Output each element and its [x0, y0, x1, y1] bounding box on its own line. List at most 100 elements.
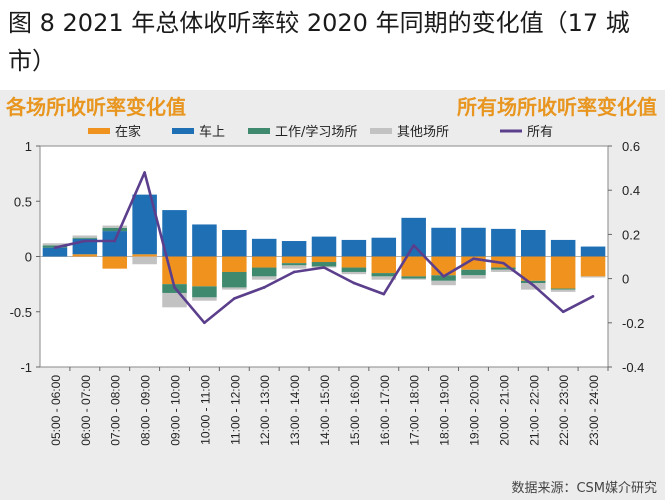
right-tick-label: 0.4 — [622, 183, 640, 198]
bar-segment — [371, 276, 397, 280]
bar-segment — [222, 271, 247, 288]
left-tick-label: 0 — [25, 250, 32, 265]
bar-segment — [431, 280, 456, 286]
bar-segment — [102, 227, 127, 232]
bar-segment — [341, 239, 367, 257]
x-tick-label: 16:00 - 17:00 — [378, 375, 392, 446]
x-tick-label: 21:00 - 22:00 — [527, 375, 541, 446]
legend-label: 其他场所 — [397, 125, 449, 140]
bar-segment — [431, 227, 456, 257]
bar-segment — [401, 278, 426, 280]
bar-segment — [192, 224, 217, 257]
legend-label: 在家 — [115, 124, 141, 140]
bar-segment — [132, 256, 157, 265]
bar-segment — [371, 273, 397, 277]
bar-segment — [281, 263, 307, 266]
right-tick-label: 0.6 — [622, 139, 640, 154]
x-tick-label: 11:00 - 12:00 — [228, 375, 242, 445]
line-point — [53, 246, 57, 249]
line-point — [322, 266, 326, 269]
bar-segment — [431, 275, 456, 281]
bar-segment — [102, 256, 127, 269]
line-point — [561, 310, 565, 314]
line-point — [382, 292, 386, 296]
x-tick-label: 10:00 - 11:00 — [198, 375, 212, 445]
line-point — [502, 261, 505, 265]
bar-segment — [550, 256, 576, 289]
bar-segment — [550, 288, 576, 290]
line-point — [591, 294, 595, 298]
line-point — [83, 239, 87, 243]
bar-segment — [281, 256, 307, 264]
legend-swatch — [248, 128, 270, 134]
line-point — [352, 281, 356, 285]
line-point — [292, 270, 296, 274]
bar-segment — [341, 256, 367, 268]
bar-segment — [311, 256, 337, 263]
x-tick-label: 18:00 - 19:00 — [438, 375, 452, 446]
bar-segment — [461, 227, 486, 257]
x-tick-label: 23:00 - 24:00 — [587, 375, 601, 446]
right-tick-label: 0.2 — [622, 227, 640, 242]
bar-segment — [42, 247, 68, 257]
bar-segment — [192, 297, 217, 301]
bar-segment — [521, 280, 546, 284]
line-point — [113, 239, 117, 243]
left-axis-title: 各场所收听率变化值 — [6, 95, 186, 119]
line-point — [233, 297, 236, 300]
bar-segment — [251, 276, 277, 280]
line-point — [442, 275, 445, 278]
left-tick-label: -1 — [20, 360, 32, 375]
bar-segment — [251, 267, 277, 277]
bar-segment — [461, 269, 486, 276]
line-point — [472, 257, 475, 261]
bar-segment — [491, 267, 516, 270]
x-tick-label: 13:00 - 14:00 — [288, 375, 302, 446]
line-point — [203, 321, 206, 325]
bar-segment — [251, 238, 277, 257]
bar-segment — [222, 229, 247, 257]
bar-segment — [491, 269, 516, 272]
line-point — [531, 283, 535, 287]
bar-segment — [580, 246, 606, 257]
bar-segment — [550, 289, 576, 292]
bar-segment — [491, 228, 516, 257]
x-tick-label: 12:00 - 13:00 — [258, 375, 272, 446]
bar-segment — [401, 256, 426, 277]
bar-segment — [461, 275, 486, 279]
bar-segment — [580, 276, 606, 278]
legend-swatch — [88, 128, 110, 134]
bar-segment — [281, 265, 307, 269]
legend-swatch — [172, 128, 194, 134]
bar-segment — [251, 256, 277, 268]
x-tick-label: 05:00 - 06:00 — [49, 375, 63, 446]
bar-segment — [192, 286, 217, 298]
bar-segment — [521, 256, 546, 281]
bar-segment — [72, 235, 98, 238]
x-tick-label: 19:00 - 20:00 — [467, 375, 481, 446]
bar-segment — [162, 256, 187, 285]
bar-segment — [72, 254, 98, 257]
bar-segment — [311, 262, 337, 267]
bar-segment — [102, 225, 127, 228]
bar-segment — [132, 254, 157, 257]
source-note: 数据来源：CSM媒介研究 — [511, 481, 657, 496]
x-tick-label: 08:00 - 09:00 — [139, 375, 153, 446]
bar-segment — [192, 256, 217, 287]
right-tick-label: 0 — [622, 272, 629, 287]
x-tick-label: 06:00 - 07:00 — [79, 375, 93, 446]
line-point — [143, 171, 146, 174]
bar-segment — [341, 271, 367, 275]
x-tick-label: 09:00 - 10:00 — [169, 375, 183, 446]
bar-segment — [162, 210, 187, 257]
x-tick-label: 15:00 - 16:00 — [348, 375, 362, 446]
bar-segment — [72, 237, 98, 239]
legend-swatch — [370, 128, 392, 134]
x-tick-label: 17:00 - 18:00 — [408, 375, 422, 446]
bar-segment — [401, 276, 426, 279]
bar-segment — [311, 236, 337, 257]
x-tick-label: 20:00 - 21:00 — [497, 375, 511, 446]
left-tick-label: 0.5 — [14, 194, 32, 209]
bar-segment — [371, 256, 397, 274]
